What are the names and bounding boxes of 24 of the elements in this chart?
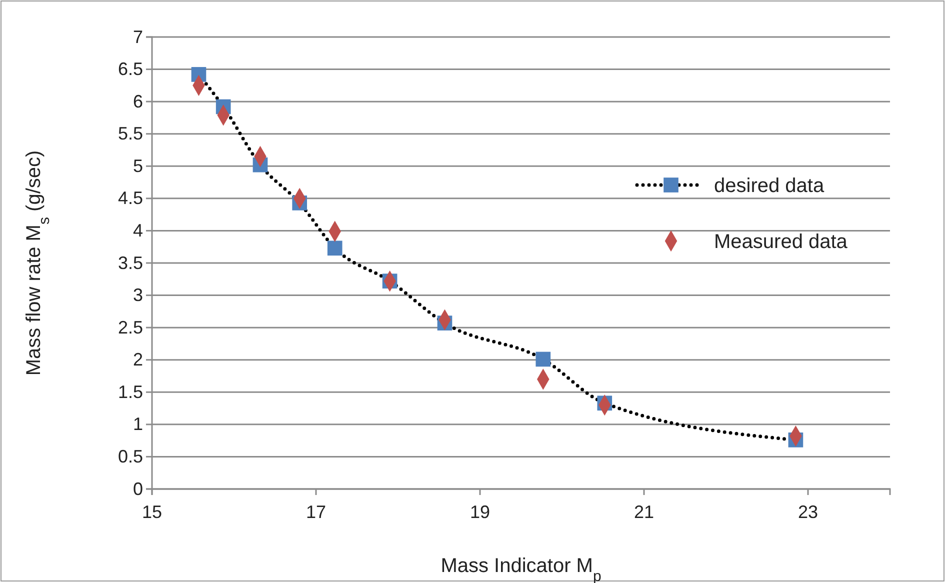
- y-tick-label: 6.5: [118, 59, 143, 80]
- point: [536, 352, 551, 367]
- y-tick-label: 0: [132, 478, 143, 499]
- y-tick-label: 5.5: [118, 124, 143, 144]
- x-tick-label: 19: [470, 502, 490, 522]
- x-tick-label: 15: [142, 502, 162, 522]
- y-tick-label: 1.5: [118, 382, 143, 402]
- y-tick-label: 3.5: [118, 252, 143, 273]
- y-tick-label: 0.5: [118, 446, 143, 466]
- legend-label: Measured data: [714, 231, 848, 253]
- y-tick-label: 4: [132, 220, 143, 240]
- y-tick-label: 4.5: [118, 188, 143, 208]
- y-tick-label: 3: [132, 285, 143, 306]
- y-tick-label: 5: [132, 156, 143, 176]
- y-tick-label: 1: [132, 414, 143, 434]
- point: [327, 240, 342, 256]
- x-tick-label: 21: [634, 502, 654, 522]
- x-tick-label: 17: [306, 502, 326, 522]
- y-tick-label: 7: [132, 26, 143, 47]
- legend-label: desired data: [714, 175, 825, 197]
- y-tick-label: 2.5: [118, 317, 143, 338]
- y-tick-label: 2: [132, 350, 143, 370]
- x-tick-label: 23: [798, 502, 818, 522]
- y-tick-label: 6: [132, 91, 143, 112]
